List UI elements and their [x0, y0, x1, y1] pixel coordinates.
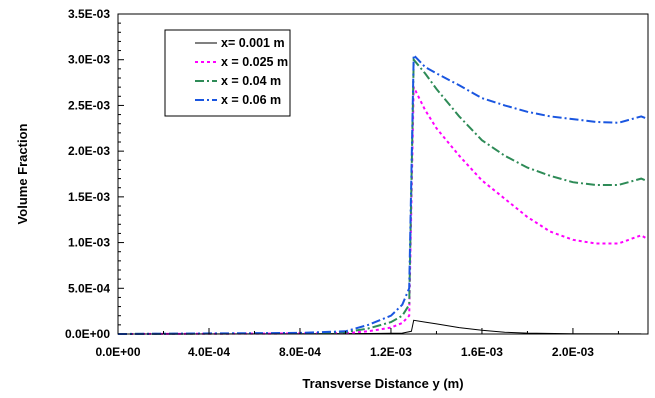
y-tick-label: 1.0E-03	[68, 236, 110, 250]
x-axis-ticks: 0.0E+00 4.0E-04 8.0E-04 1.2E-03 1.6E-03 2.0E-…	[95, 328, 619, 359]
legend-label: x= 0.001 m	[221, 36, 285, 50]
x-tick-label: 1.2E-03	[370, 345, 412, 359]
x-tick-label: 4.0E-04	[188, 345, 230, 359]
plot-series	[117, 52, 647, 335]
y-tick-label: 2.0E-03	[68, 144, 110, 158]
y-tick-label: 0.0E+00	[65, 327, 110, 341]
y-tick-label: 3.5E-03	[68, 7, 110, 21]
series-line	[117, 56, 647, 335]
y-axis-title: Volume Fraction	[15, 124, 30, 225]
y-tick-label: 2.5E-03	[68, 98, 110, 112]
y-axis-ticks: 0.0E+00 5.0E-04 1.0E-03 1.5E-03 2.0E-03 2.5E-…	[65, 7, 124, 341]
x-axis-title: Transverse Distance y (m)	[302, 376, 463, 391]
series-line	[117, 319, 642, 335]
legend-label: x = 0.06 m	[221, 93, 281, 107]
legend-label: x = 0.025 m	[221, 55, 288, 69]
y-tick-label: 5.0E-04	[68, 281, 110, 295]
x-tick-label: 2.0E-03	[552, 345, 594, 359]
x-tick-label: 8.0E-04	[279, 345, 321, 359]
plot-frame	[117, 13, 649, 335]
legend: x= 0.001 m x = 0.025 m x = 0.04 m x = 0.06 …	[164, 29, 291, 117]
legend-box	[164, 29, 291, 117]
x-tick-label: 0.0E+00	[95, 345, 140, 359]
legend-label: x = 0.04 m	[221, 74, 281, 88]
series-line	[117, 86, 647, 335]
y-tick-label: 3.0E-03	[68, 53, 110, 67]
y-tick-label: 1.5E-03	[68, 190, 110, 204]
x-tick-label: 1.6E-03	[461, 345, 503, 359]
series-line	[117, 52, 647, 335]
